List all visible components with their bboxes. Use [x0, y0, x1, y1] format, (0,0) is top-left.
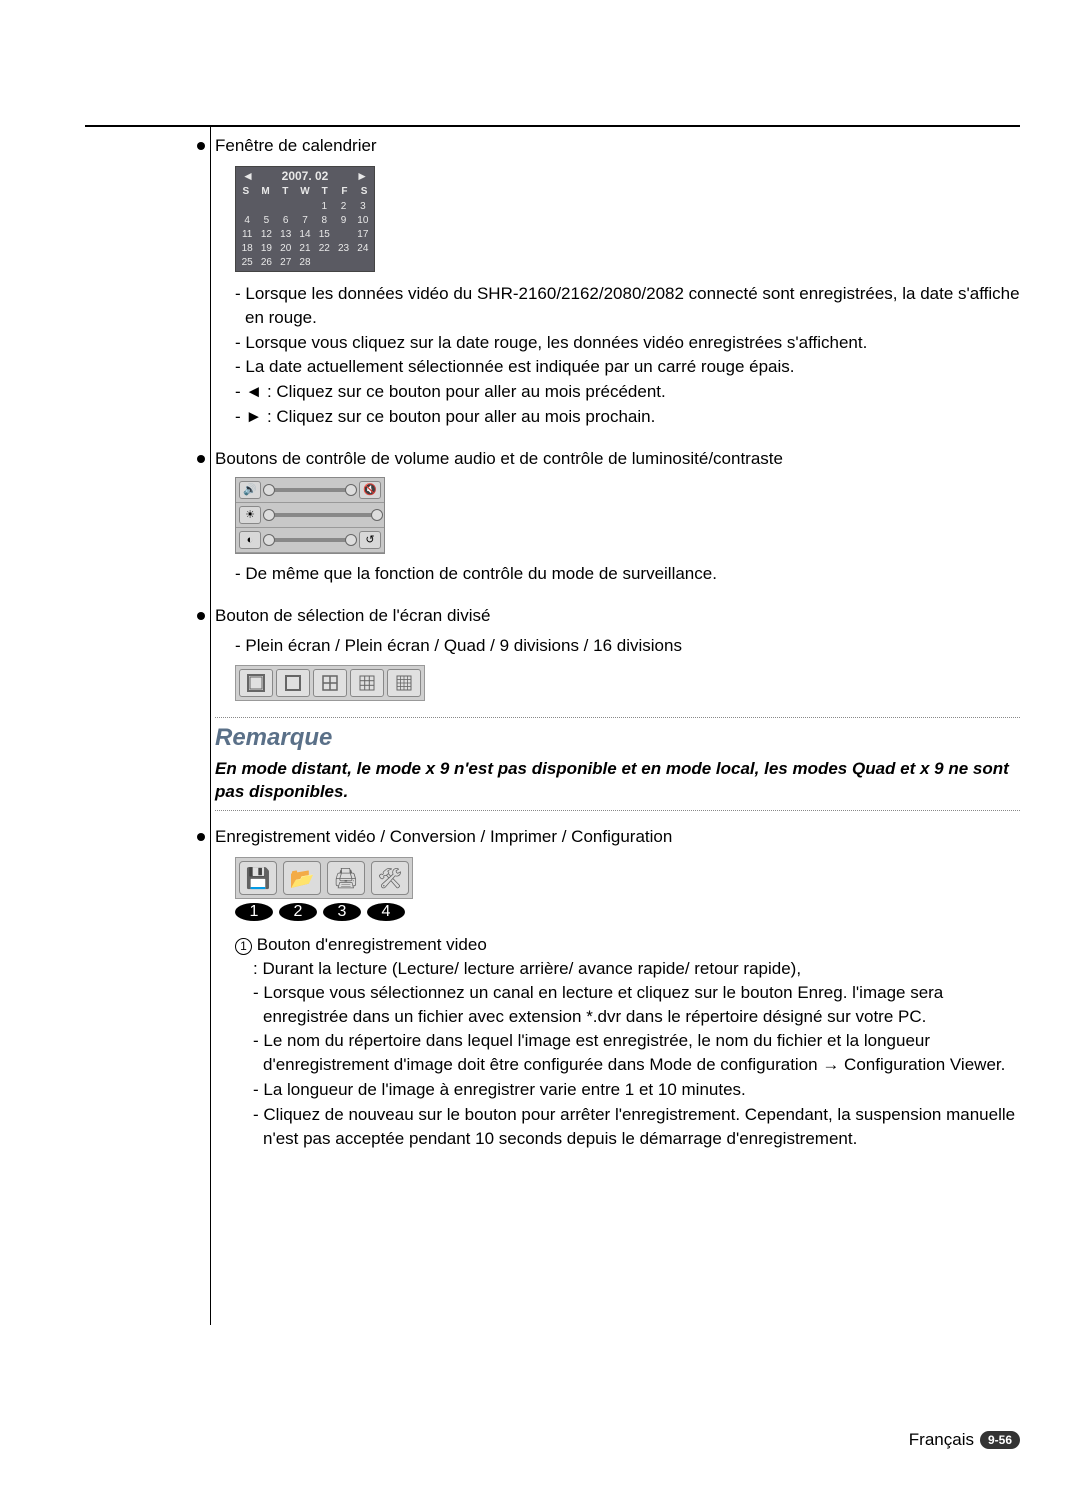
fullscreen-1-button[interactable]	[239, 669, 273, 697]
note-item: ◄ : Cliquez sur ce bouton pour aller au …	[235, 380, 1020, 404]
prev-month-icon[interactable]: ◄	[242, 169, 254, 183]
item-title: Bouton d'enregistrement video	[257, 935, 487, 954]
remarque-box: Remarque En mode distant, le mode x 9 n'…	[215, 724, 1020, 804]
nine-div-button[interactable]	[350, 669, 384, 697]
remarque-heading: Remarque	[215, 724, 1020, 752]
fullscreen-2-button[interactable]	[276, 669, 310, 697]
calendar-widget: ◄ 2007. 02 ► S M T W T F S 123 45678910 …	[235, 166, 375, 272]
sixteen-div-button[interactable]	[387, 669, 421, 697]
audio-brightness-section: Boutons de contrôle de volume audio et d…	[215, 449, 1020, 586]
note-item: Lorsque les données vidéo du SHR-2160/21…	[235, 282, 1020, 330]
remarque-text: En mode distant, le mode x 9 n'est pas d…	[215, 758, 1020, 804]
bullet-icon	[197, 455, 205, 463]
speaker-icon[interactable]: 🔊	[239, 481, 261, 499]
split-section-title: Bouton de sélection de l'écran divisé	[215, 606, 490, 625]
calendar-day-headers: S M T W T F S	[236, 185, 374, 198]
numbered-item-1: 1 Bouton d'enregistrement video : Durant…	[235, 933, 1020, 1150]
print-icon[interactable]: 🖨	[327, 861, 365, 895]
split-screen-buttons	[235, 665, 425, 701]
calendar-section: Fenêtre de calendrier ◄ 2007. 02 ► S M T…	[215, 136, 1020, 429]
dotted-divider	[215, 810, 1020, 811]
number-labels: 1 2 3 4	[235, 903, 413, 921]
action-icon-row: 💾 📂 🖨 🛠	[235, 857, 413, 899]
calendar-notes: Lorsque les données vidéo du SHR-2160/21…	[235, 282, 1020, 429]
num-label-3: 3	[323, 903, 361, 921]
calendar-month-label: 2007. 02	[282, 169, 329, 183]
num-label-2: 2	[279, 903, 317, 921]
contrast-slider[interactable]	[265, 538, 355, 542]
note-item: Plein écran / Plein écran / Quad / 9 div…	[235, 634, 1020, 658]
item-number: 1	[235, 938, 252, 955]
mute-icon[interactable]: 🔇	[359, 481, 381, 499]
page-number-badge: 9-56	[980, 1431, 1020, 1449]
open-folder-icon[interactable]: 📂	[283, 861, 321, 895]
note-item: De même que la fonction de contrôle du m…	[235, 562, 1020, 586]
note-item: Lorsque vous cliquez sur la date rouge, …	[235, 331, 1020, 355]
note-item: - Le nom du répertoire dans lequel l'ima…	[253, 1029, 1020, 1077]
bullet-icon	[197, 833, 205, 841]
colon-line: : Durant la lecture (Lecture/ lecture ar…	[253, 957, 1020, 981]
calendar-grid: 123 45678910 111213141517 18192021222324…	[236, 198, 374, 271]
settings-icon[interactable]: 🛠	[371, 861, 409, 895]
top-divider	[85, 125, 1020, 127]
vertical-divider	[210, 125, 211, 1325]
bullet-icon	[197, 612, 205, 620]
volume-slider[interactable]	[265, 488, 355, 492]
note-item: - Lorsque vous sélectionnez un canal en …	[253, 981, 1020, 1029]
audio-notes: De même que la fonction de contrôle du m…	[235, 562, 1020, 586]
split-notes: Plein écran / Plein écran / Quad / 9 div…	[235, 634, 1020, 658]
control-panel: 🔊 🔇 ☀ ◐ ↺	[235, 477, 385, 554]
split-screen-section: Bouton de sélection de l'écran divisé Pl…	[215, 606, 1020, 702]
num-label-1: 1	[235, 903, 273, 921]
volume-row: 🔊 🔇	[236, 478, 384, 503]
reset-icon[interactable]: ↺	[359, 531, 381, 549]
save-icon[interactable]: 💾	[239, 861, 277, 895]
recording-section: Enregistrement vidéo / Conversion / Impr…	[215, 827, 1020, 1150]
calendar-section-title: Fenêtre de calendrier	[215, 136, 377, 155]
note-item: ► : Cliquez sur ce bouton pour aller au …	[235, 405, 1020, 429]
page-content: Fenêtre de calendrier ◄ 2007. 02 ► S M T…	[0, 0, 1080, 1201]
bullet-icon	[197, 142, 205, 150]
item-notes: - Lorsque vous sélectionnez un canal en …	[253, 981, 1020, 1151]
audio-section-title: Boutons de contrôle de volume audio et d…	[215, 449, 783, 468]
contrast-icon[interactable]: ◐	[239, 531, 261, 549]
action-icon-group: 💾 📂 🖨 🛠 1 2 3 4	[235, 857, 1020, 921]
note-item: - Cliquez de nouveau sur le bouton pour …	[253, 1103, 1020, 1151]
brightness-icon[interactable]: ☀	[239, 506, 261, 524]
brightness-slider[interactable]	[265, 513, 381, 517]
quad-button[interactable]	[313, 669, 347, 697]
calendar-header: ◄ 2007. 02 ►	[236, 167, 374, 185]
next-month-icon[interactable]: ►	[356, 169, 368, 183]
note-item: - La longueur de l'image à enregistrer v…	[253, 1078, 1020, 1102]
recording-section-title: Enregistrement vidéo / Conversion / Impr…	[215, 827, 672, 846]
note-item: La date actuellement sélectionnée est in…	[235, 355, 1020, 379]
brightness-row: ☀	[236, 503, 384, 528]
page-footer: Français 9-56	[909, 1430, 1020, 1450]
contrast-row: ◐ ↺	[236, 528, 384, 553]
footer-language: Français	[909, 1430, 974, 1450]
dotted-divider	[215, 717, 1020, 718]
num-label-4: 4	[367, 903, 405, 921]
